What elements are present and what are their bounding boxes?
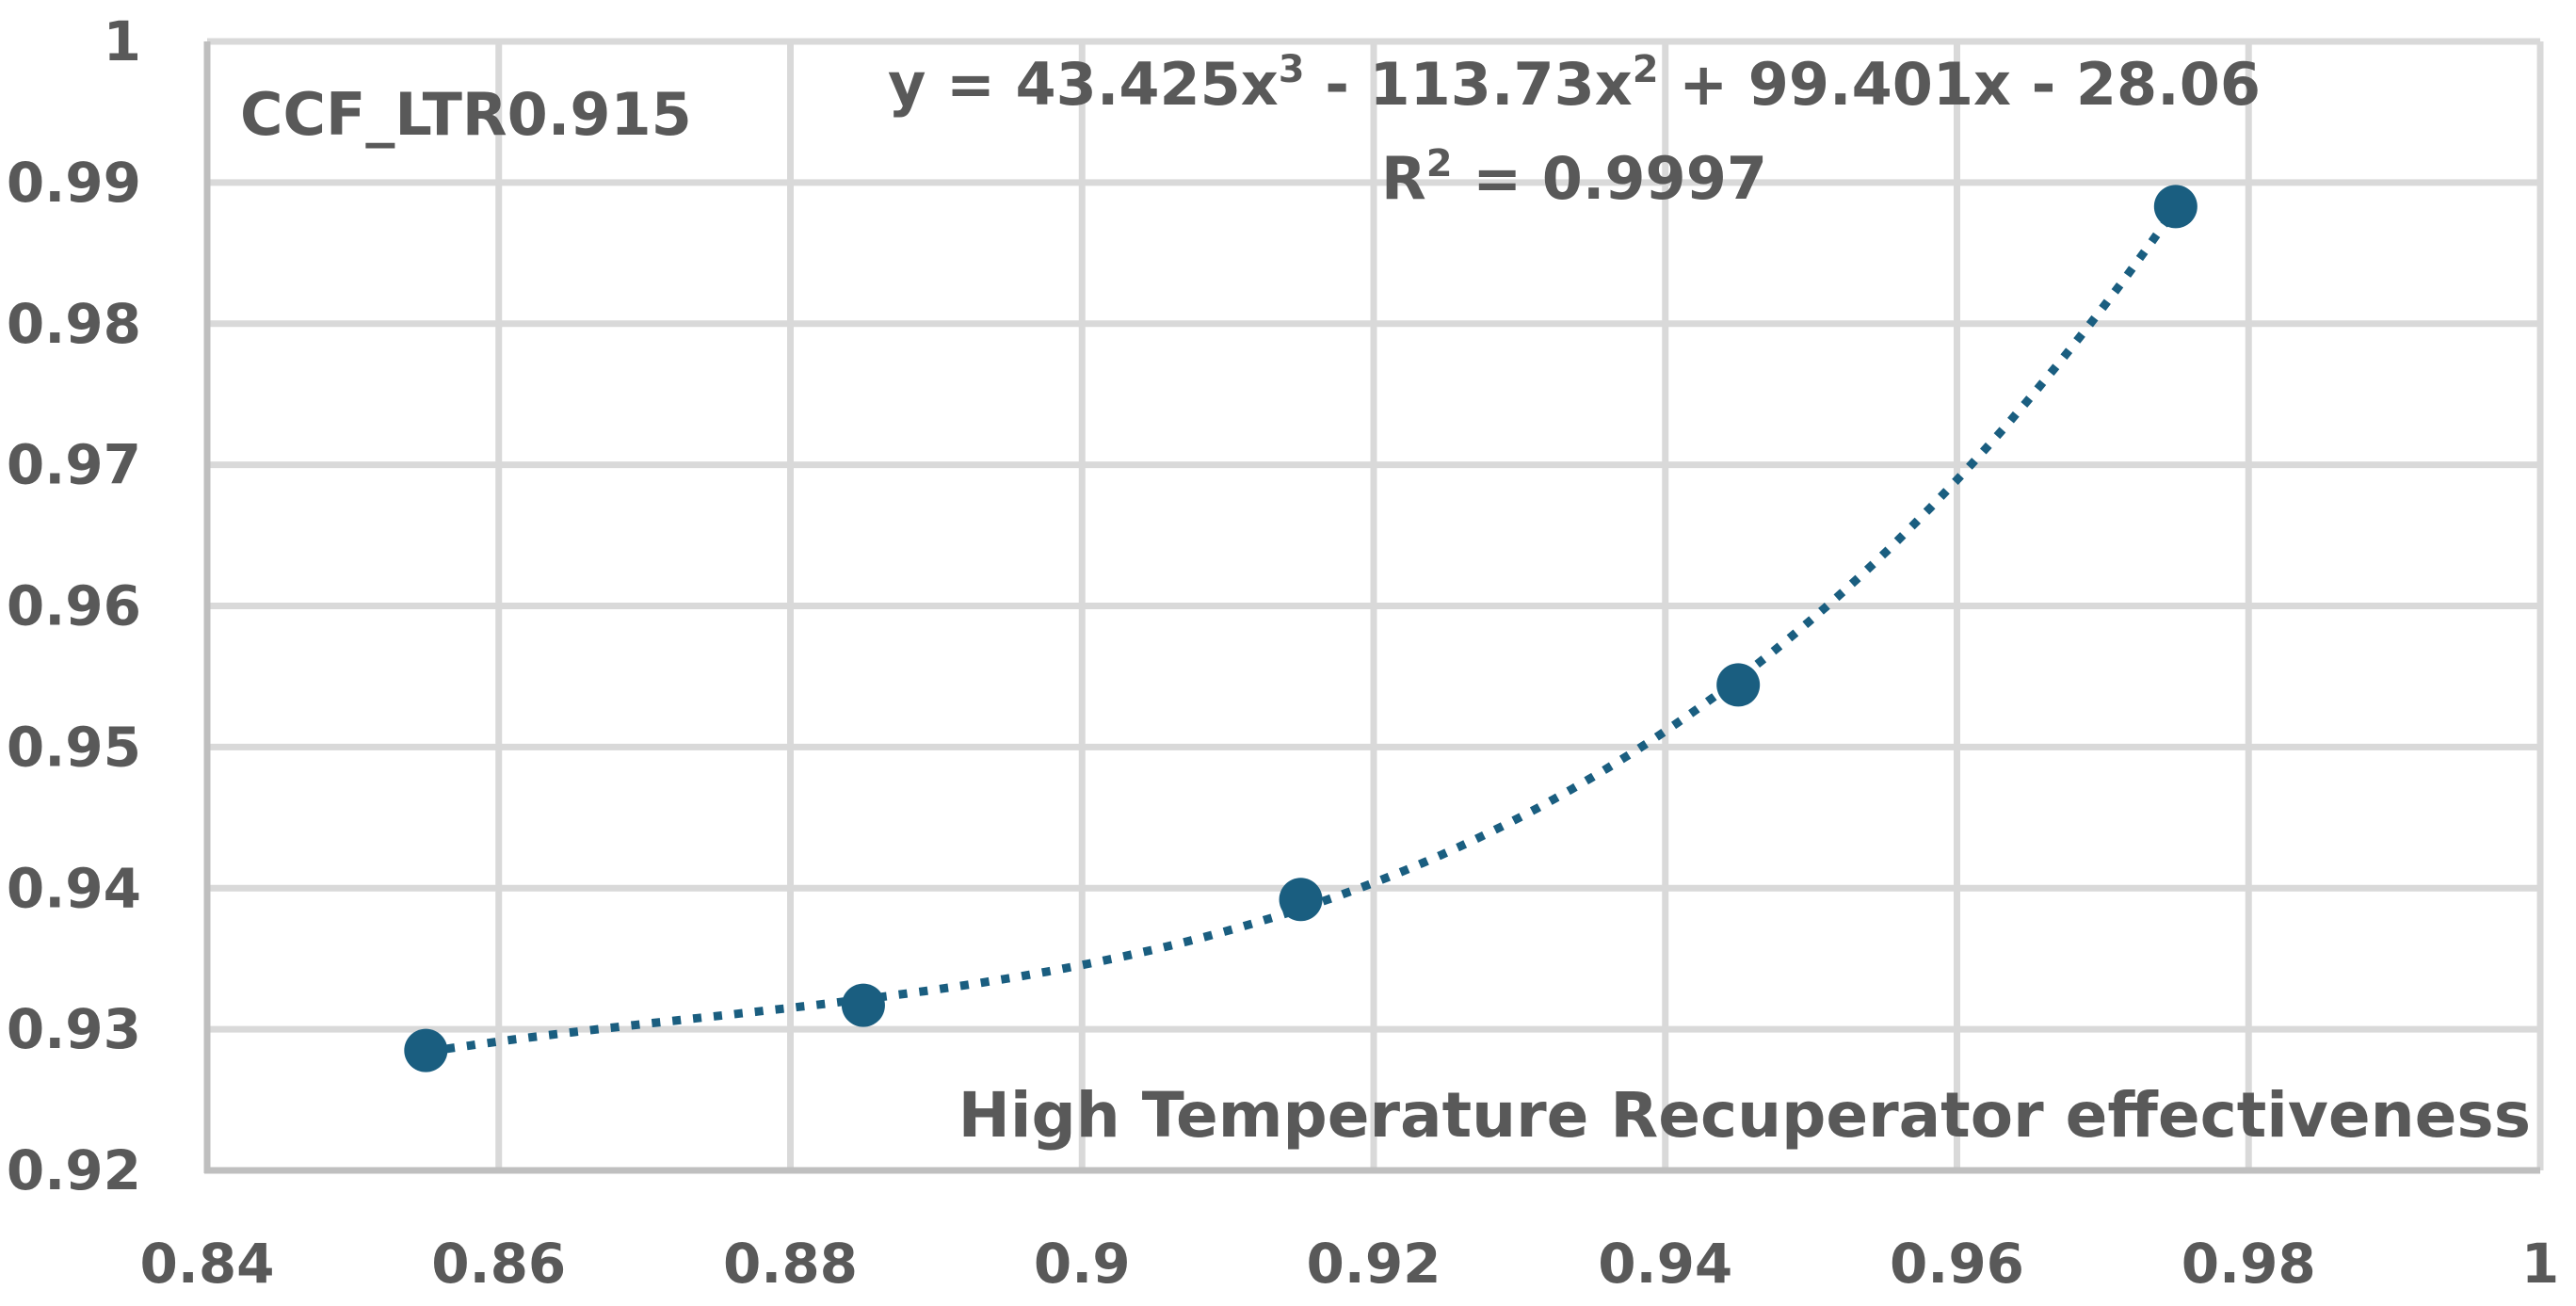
- x-axis-title: High Temperature Recuperator effectivene…: [958, 1079, 2531, 1152]
- data-points: [404, 185, 2198, 1072]
- polynomial-trendline: [425, 205, 2180, 1056]
- data-point-marker: [404, 1028, 448, 1072]
- y-axis-tick-labels: 0.92 0.93 0.94 0.95 0.96 0.97 0.98 0.99 1: [7, 9, 141, 1202]
- y-tick-label: 0.94: [7, 856, 141, 920]
- r-squared-label: R2 = 0.9997: [1381, 142, 1767, 213]
- x-tick-label: 0.92: [1306, 1232, 1441, 1296]
- x-tick-label: 0.94: [1598, 1232, 1732, 1296]
- series-annotation: CCF_LTR0.915: [240, 80, 692, 149]
- y-tick-label: 0.98: [7, 292, 141, 356]
- axes: [203, 41, 2540, 1174]
- trendline-equation: y = 43.425x3 - 113.73x2 + 99.401x - 28.0…: [888, 48, 2261, 119]
- data-point-marker: [1279, 878, 1323, 922]
- y-tick-label: 0.95: [7, 715, 141, 779]
- gridlines: [203, 38, 2544, 1174]
- x-axis-tick-labels: 0.84 0.86 0.88 0.9 0.92 0.94 0.96 0.98 1: [139, 1232, 2559, 1296]
- x-tick-label: 0.86: [431, 1232, 566, 1296]
- x-tick-label: 0.96: [1890, 1232, 2024, 1296]
- data-point-marker: [2153, 185, 2198, 229]
- data-point-marker: [841, 983, 885, 1027]
- y-tick-label: 0.96: [7, 574, 141, 638]
- x-tick-label: 0.88: [723, 1232, 858, 1296]
- x-tick-label: 0.98: [2182, 1232, 2316, 1296]
- x-tick-label: 1: [2521, 1232, 2559, 1296]
- data-point-marker: [1716, 663, 1761, 707]
- y-tick-label: 0.93: [7, 997, 141, 1061]
- x-tick-label: 0.9: [1034, 1232, 1131, 1296]
- y-tick-label: 0.92: [7, 1138, 141, 1202]
- y-tick-label: 0.99: [7, 151, 141, 215]
- y-tick-label: 0.97: [7, 433, 141, 497]
- y-tick-label: 1: [104, 9, 141, 73]
- x-tick-label: 0.84: [139, 1232, 274, 1296]
- trendline: [425, 205, 2180, 1056]
